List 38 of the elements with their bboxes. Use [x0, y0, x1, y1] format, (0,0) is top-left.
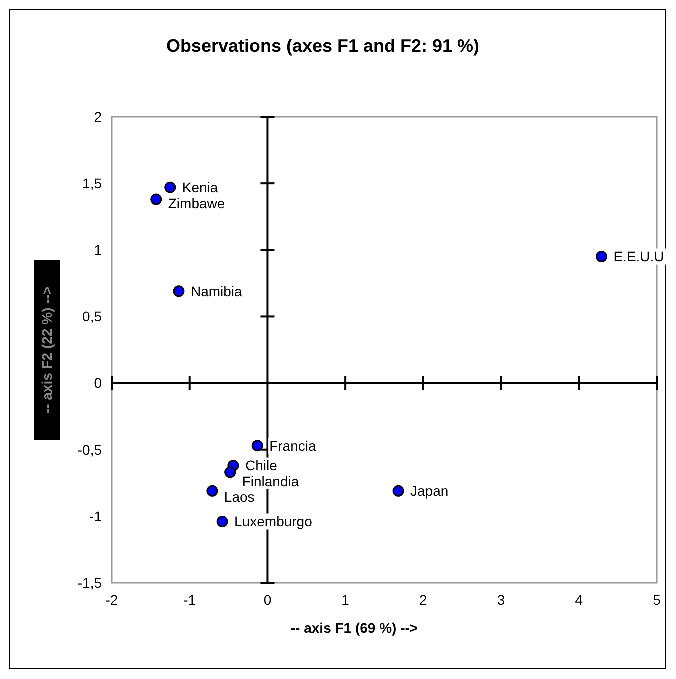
annotation: Zimbawe: [168, 195, 226, 212]
y-tick-label: 1,5: [82, 175, 102, 192]
point: [596, 251, 608, 263]
annotation: Laos: [224, 489, 255, 506]
x-tick-label: 3: [497, 592, 506, 608]
annotation: Finlandia: [242, 473, 300, 490]
point: [224, 466, 236, 478]
annotation: Kenia: [182, 179, 218, 196]
annotation: Luxemburgo: [234, 514, 313, 530]
annotation: Namibia: [190, 283, 243, 300]
y-tick-label: 1: [94, 242, 102, 258]
y-tick-label: -0,5: [78, 442, 102, 458]
chart-title: Observations (axes F1 and F2: 91 %): [166, 36, 480, 56]
x-tick-label: -2: [106, 592, 118, 608]
point: [150, 194, 162, 206]
point: [173, 286, 185, 298]
y-tick-label: 0: [94, 375, 102, 392]
y-axis-title: -- axis F2 (22 %) -->: [38, 286, 55, 414]
y-tick-label: -1,5: [78, 574, 102, 591]
x-tick-label: 1: [342, 592, 350, 608]
x-tick-label: -1: [184, 592, 196, 608]
x-axis-title: -- axis F1 (69 %) -->: [290, 620, 418, 636]
annotation: Chile: [245, 458, 278, 474]
y-tick-label: 0,5: [82, 308, 102, 325]
y-tick-label: 2: [94, 108, 102, 125]
point: [392, 485, 404, 497]
x-tick-label: 5: [653, 592, 662, 608]
x-tick-label: 2: [420, 592, 428, 608]
point: [216, 516, 228, 528]
point: [252, 440, 264, 452]
annotation: E.E.U.U: [614, 248, 664, 265]
y-tick-label: -1: [90, 508, 102, 524]
annotation: Japan: [410, 483, 449, 500]
point: [206, 485, 218, 497]
x-tick-label: 4: [575, 592, 584, 608]
point: [164, 182, 176, 194]
x-tick-label: 0: [264, 592, 272, 608]
annotation: Francia: [270, 438, 316, 454]
